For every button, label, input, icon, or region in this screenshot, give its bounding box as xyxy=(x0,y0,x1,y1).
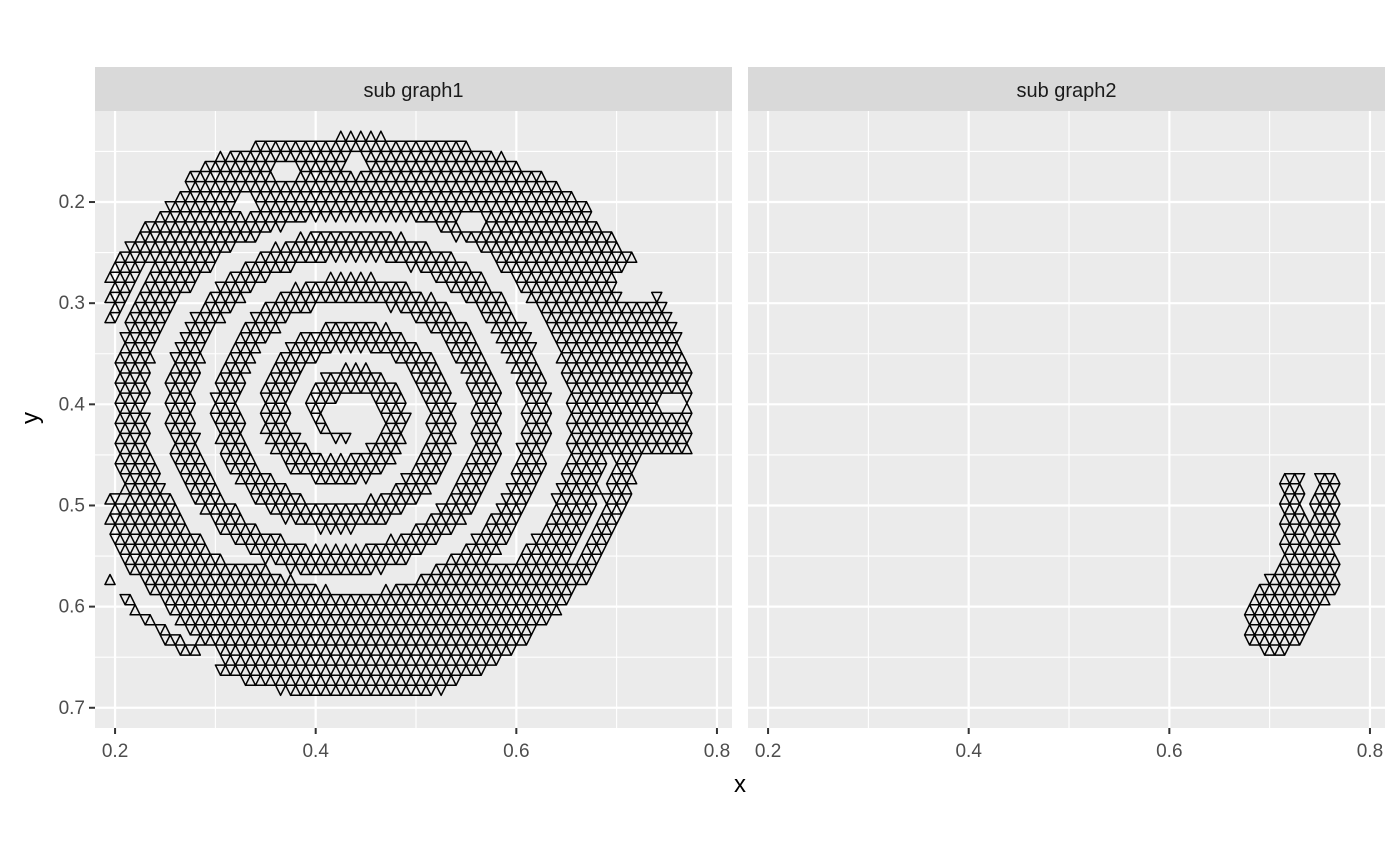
x-axis-title: x xyxy=(734,771,746,798)
y-tick-label: 0.6 xyxy=(59,597,85,618)
facet-2-strip xyxy=(748,67,1385,111)
facet-1-strip-label: sub graph1 xyxy=(363,80,463,102)
x-tick-label: 0.4 xyxy=(955,741,982,762)
y-tick-label: 0.7 xyxy=(59,698,85,719)
x-tick-label: 0.6 xyxy=(503,741,529,762)
y-axis: 0.2 0.3 0.4 0.5 0.6 0.7 xyxy=(59,192,95,719)
facet-1-strip xyxy=(95,67,732,111)
x-tick-label: 0.2 xyxy=(755,741,781,762)
y-tick-label: 0.5 xyxy=(59,495,85,516)
facet-2-strip-label: sub graph2 xyxy=(1016,80,1116,102)
facet-1-x-axis: 0.2 0.4 0.6 0.8 xyxy=(102,728,730,762)
x-tick-label: 0.2 xyxy=(102,741,128,762)
facet-1-mesh xyxy=(104,130,693,697)
x-tick-label: 0.4 xyxy=(302,741,329,762)
mesh-triangles xyxy=(1243,472,1341,656)
facet-2-x-axis: 0.2 0.4 0.6 0.8 xyxy=(755,728,1383,762)
x-tick-label: 0.8 xyxy=(1357,741,1383,762)
facet-1: sub graph1 0.2 0.4 0.6 0.8 xyxy=(95,67,732,762)
x-tick-label: 0.6 xyxy=(1156,741,1182,762)
facet-2-mesh xyxy=(1243,472,1341,656)
y-tick-label: 0.4 xyxy=(59,394,86,415)
y-tick-label: 0.3 xyxy=(59,293,85,314)
facet-2: sub graph2 0.2 0.4 0.6 0.8 xyxy=(748,67,1385,762)
y-axis-title: y xyxy=(17,412,44,424)
mesh-triangles xyxy=(104,130,693,697)
y-tick-label: 0.2 xyxy=(59,192,85,213)
x-tick-label: 0.8 xyxy=(704,741,730,762)
